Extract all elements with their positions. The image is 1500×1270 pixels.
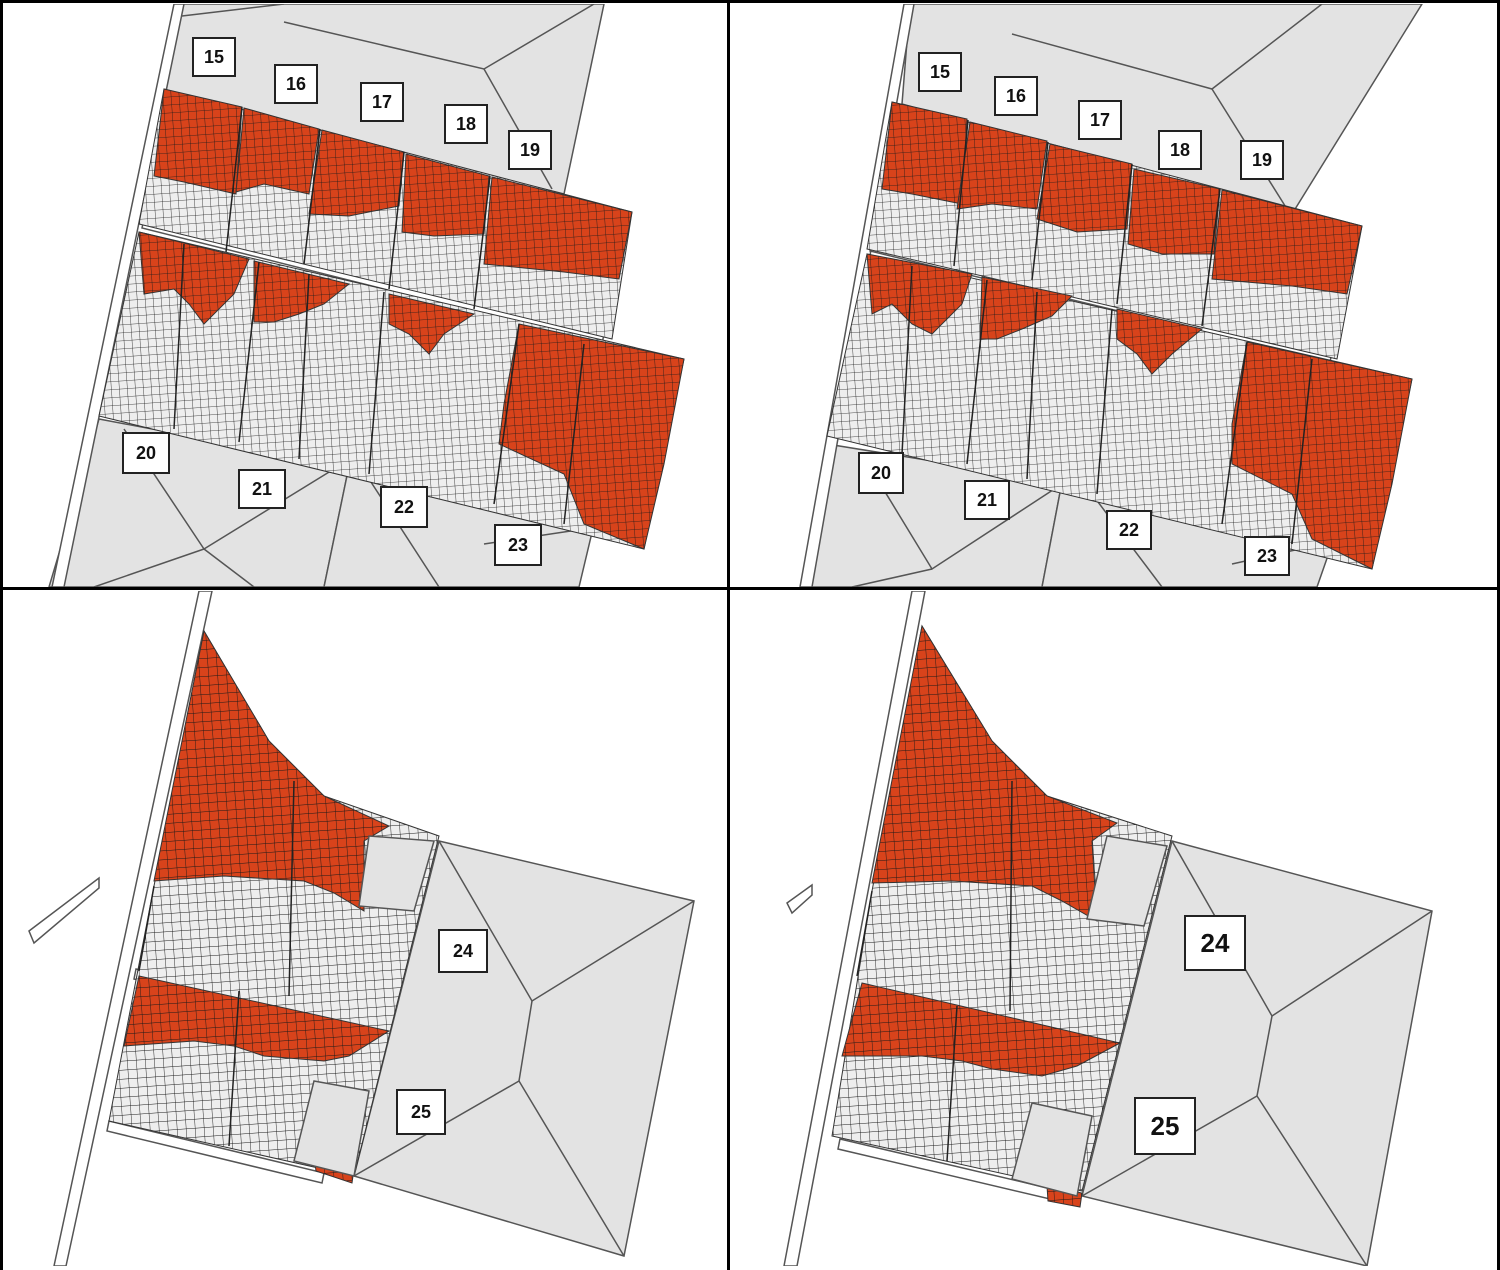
roof-label-22: 22 <box>380 486 428 528</box>
table-border-mid-horizontal <box>0 587 1500 590</box>
roof-label-17: 17 <box>1078 100 1122 140</box>
roof-label-20: 20 <box>122 432 170 474</box>
roof-label-15: 15 <box>192 37 236 77</box>
roof-mesh-diagram-bottom-left <box>28 591 695 1266</box>
roof-label-24: 24 <box>1184 915 1246 971</box>
table-border-mid-vertical <box>727 0 730 1270</box>
roof-label-15: 15 <box>918 52 962 92</box>
roof-label-24: 24 <box>438 929 488 973</box>
roof-label-23: 23 <box>1244 536 1290 576</box>
table-border-right <box>1497 0 1500 1270</box>
roof-label-16: 16 <box>274 64 318 104</box>
roof-label-18: 18 <box>444 104 488 144</box>
panel-bottom-right: 24 25 <box>732 591 1496 1266</box>
panel-top-left: 15 16 17 18 19 20 21 22 23 <box>4 4 726 587</box>
roof-label-22: 22 <box>1106 510 1152 550</box>
mesh-lower <box>98 231 685 550</box>
table-border-top <box>0 0 1500 3</box>
panel-top-right: 15 16 17 18 19 20 21 22 23 <box>732 4 1496 587</box>
roof-label-25: 25 <box>396 1089 446 1135</box>
roof-label-25: 25 <box>1134 1097 1196 1155</box>
roof-label-19: 19 <box>508 130 552 170</box>
mesh-upper <box>138 88 633 340</box>
roof-label-18: 18 <box>1158 130 1202 170</box>
roof-mesh-diagram-top-left <box>48 4 685 587</box>
mesh-seams <box>173 106 585 525</box>
roof-label-20: 20 <box>858 452 904 494</box>
table-border-left <box>0 0 3 1270</box>
roof-label-19: 19 <box>1240 140 1284 180</box>
roof-mesh-diagram-bottom-right <box>783 591 1433 1266</box>
roof-label-17: 17 <box>360 82 404 122</box>
roof-label-23: 23 <box>494 524 542 566</box>
roof-label-16: 16 <box>994 76 1038 116</box>
panel-bottom-left: 24 25 <box>4 591 726 1266</box>
roof-mesh-diagram-top-right <box>799 4 1423 587</box>
roof-label-21: 21 <box>964 480 1010 520</box>
roof-label-21: 21 <box>238 469 286 509</box>
